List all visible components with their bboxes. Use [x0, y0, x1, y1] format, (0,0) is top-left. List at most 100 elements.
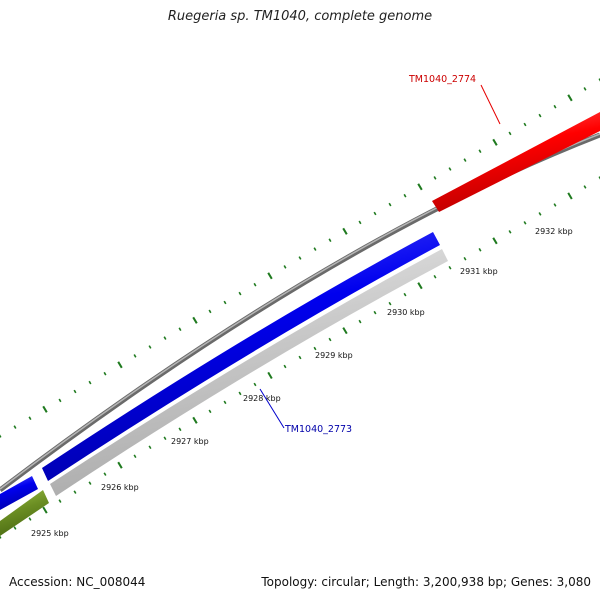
inner-tick-minor: [208, 409, 212, 414]
outer-tick-minor: [208, 309, 212, 314]
inner-tick-minor: [373, 310, 377, 315]
inner-tick-minor: [73, 490, 77, 494]
gene-left-green-fragment[interactable]: [0, 490, 49, 536]
gene-TM1040_2773[interactable]: [42, 232, 440, 481]
outer-tick-ring: [0, 78, 600, 438]
outer-tick-minor: [538, 113, 542, 118]
inner-tick-minor: [553, 203, 557, 207]
outer-tick-minor: [313, 247, 317, 251]
scale-label-2925: 2925 kbp: [31, 529, 69, 538]
outer-tick-major: [192, 316, 198, 324]
inner-tick-major: [267, 371, 273, 380]
scale-label-2926: 2926 kbp: [101, 483, 139, 492]
inner-tick-minor: [13, 526, 17, 530]
outer-tick-minor: [478, 149, 482, 153]
outer-tick-major: [117, 361, 123, 369]
inner-tick-minor: [313, 346, 317, 351]
inner-tick-minor: [178, 427, 182, 432]
outer-tick-minor: [238, 291, 242, 296]
scale-label-2928: 2928 kbp: [243, 394, 281, 403]
outer-tick-minor: [583, 87, 587, 91]
inner-tick-major: [192, 416, 198, 424]
product-track: [50, 249, 448, 496]
outer-tick-minor: [358, 220, 362, 225]
inner-tick-minor: [358, 319, 362, 324]
inner-tick-major: [492, 237, 498, 245]
outer-tick-minor: [223, 300, 227, 305]
inner-tick-minor: [583, 185, 587, 189]
outer-tick-minor: [433, 176, 437, 180]
accession-text: Accession: NC_008044: [9, 575, 146, 589]
inner-tick-minor: [538, 212, 542, 216]
scale-label-2931: 2931 kbp: [460, 267, 498, 276]
outer-tick-major: [42, 405, 48, 413]
inner-tick-major: [342, 327, 348, 335]
outer-tick-minor: [28, 416, 32, 420]
inner-tick-minor: [403, 292, 407, 297]
inner-tick-minor: [478, 248, 482, 252]
inner-tick-minor: [0, 535, 2, 539]
inner-tick-minor: [523, 221, 527, 225]
inner-tick-major: [417, 282, 423, 290]
inner-tick-minor: [28, 517, 32, 521]
inner-tick-minor: [163, 436, 167, 441]
outer-tick-minor: [328, 238, 332, 242]
inner-tick-major: [42, 506, 48, 514]
leader-line-TM1040_2774: [480, 84, 501, 125]
outer-tick-minor: [103, 371, 107, 376]
outer-tick-major: [492, 138, 498, 146]
outer-tick-major: [567, 94, 573, 102]
outer-tick-minor: [388, 202, 392, 207]
gene-label-TM1040_2774[interactable]: TM1040_2774: [408, 74, 476, 85]
leader-line-TM1040_2773: [259, 388, 285, 429]
gene-TM1040_2774[interactable]: [432, 112, 600, 212]
inner-tick-minor: [328, 337, 332, 342]
inner-tick-major: [567, 192, 573, 200]
outer-tick-minor: [178, 327, 182, 331]
inner-tick-minor: [448, 265, 452, 270]
outer-tick-minor: [13, 425, 17, 429]
inner-tick-minor: [388, 301, 392, 306]
outer-tick-minor: [0, 434, 2, 438]
inner-tick-minor: [133, 454, 137, 459]
outer-tick-major: [417, 183, 423, 191]
outer-tick-minor: [163, 336, 167, 340]
inner-tick-minor: [253, 382, 257, 387]
outer-tick-major: [267, 272, 273, 280]
outer-tick-minor: [463, 158, 467, 162]
inner-tick-minor: [298, 355, 302, 360]
outer-tick-minor: [448, 167, 452, 171]
inner-tick-minor: [148, 445, 152, 450]
outer-tick-minor: [58, 398, 62, 403]
outer-tick-minor: [253, 282, 257, 287]
scale-labels: 2925 kbp 2926 kbp 2927 kbp 2928 kbp 2929…: [31, 227, 573, 538]
outer-tick-minor: [523, 122, 527, 127]
inner-tick-ring: [0, 176, 600, 539]
inner-tick-minor: [223, 400, 227, 405]
scale-label-2932: 2932 kbp: [535, 227, 573, 236]
gene-left-blue-fragment[interactable]: [0, 476, 38, 510]
map-title: Ruegeria sp. TM1040, complete genome: [167, 9, 433, 24]
outer-tick-minor: [133, 354, 137, 358]
inner-tick-minor: [283, 364, 287, 369]
outer-tick-minor: [598, 78, 600, 82]
inner-tick-minor: [433, 274, 437, 279]
outer-tick-minor: [283, 265, 287, 269]
inner-tick-minor: [103, 472, 107, 476]
scale-label-2927: 2927 kbp: [171, 437, 209, 446]
outer-tick-minor: [88, 380, 92, 385]
outer-tick-minor: [148, 345, 152, 349]
scale-label-2929: 2929 kbp: [315, 351, 353, 360]
inner-tick-minor: [58, 499, 62, 503]
outer-tick-minor: [298, 256, 302, 260]
inner-tick-minor: [88, 481, 92, 485]
outer-tick-minor: [403, 193, 407, 198]
gene-label-TM1040_2773[interactable]: TM1040_2773: [284, 424, 352, 435]
outer-tick-minor: [373, 211, 377, 216]
inner-tick-minor: [598, 176, 600, 180]
outer-tick-major: [342, 227, 348, 235]
inner-tick-minor: [508, 230, 512, 234]
outer-tick-minor: [508, 131, 512, 136]
scale-label-2930: 2930 kbp: [387, 308, 425, 317]
